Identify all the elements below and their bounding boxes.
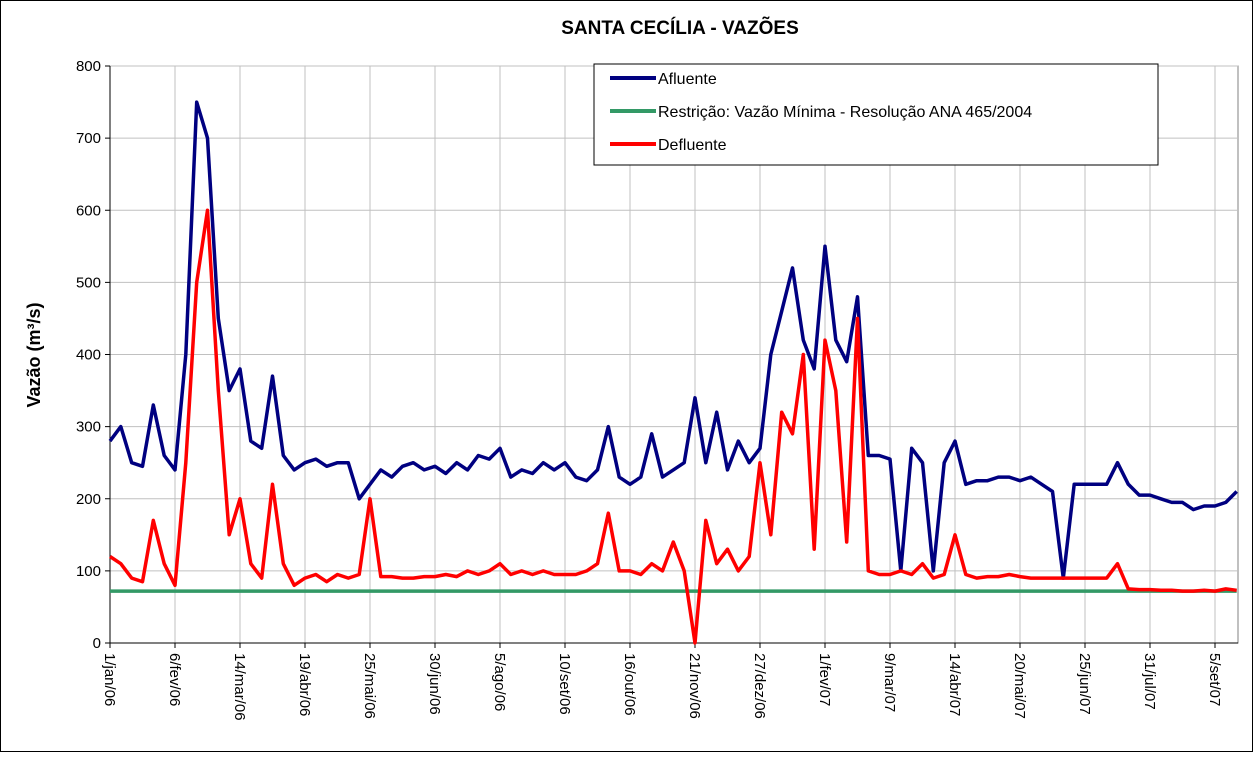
x-tick-label: 16/out/06 [621, 653, 638, 716]
chart-title: SANTA CECÍLIA - VAZÕES [561, 17, 799, 39]
x-tick-label: 1/fev/07 [816, 653, 833, 706]
y-tick-label: 700 [76, 130, 101, 147]
y-tick-label: 200 [76, 491, 101, 508]
x-tick-label: 1/jan/06 [101, 653, 118, 706]
legend-label: Afluente [658, 71, 717, 88]
y-tick-label: 600 [76, 202, 101, 219]
x-tick-label: 25/jun/07 [1076, 653, 1093, 715]
x-tick-label: 6/fev/06 [166, 653, 183, 706]
y-axis-label: Vazão (m³/s) [24, 302, 44, 407]
x-tick-label: 5/set/07 [1206, 653, 1223, 706]
x-tick-label: 5/ago/06 [491, 653, 508, 711]
y-tick-label: 300 [76, 419, 101, 436]
legend-box [593, 63, 1159, 166]
series-line [108, 100, 1238, 580]
series-line [109, 208, 1237, 645]
x-tick-label: 14/mar/06 [231, 653, 248, 721]
legend-label: Restrição: Vazão Mínima - Resolução ANA … [658, 104, 1032, 121]
y-tick-label: 400 [76, 347, 101, 364]
x-tick-label: 31/jul/07 [1141, 653, 1158, 710]
x-tick-label: 20/mai/07 [1011, 653, 1028, 719]
x-tick-label: 9/mar/07 [881, 653, 898, 712]
x-tick-label: 27/dez/06 [751, 653, 768, 719]
x-tick-label: 14/abr/07 [946, 653, 963, 716]
y-tick-label: 800 [76, 58, 101, 75]
x-tick-label: 25/mai/06 [361, 653, 378, 719]
legend-label: Defluente [658, 137, 727, 154]
y-tick-label: 0 [93, 635, 101, 652]
x-tick-label: 19/abr/06 [296, 653, 313, 716]
x-tick-label: 21/nov/06 [686, 653, 703, 719]
y-tick-label: 100 [76, 563, 101, 580]
x-tick-label: 30/jun/06 [426, 653, 443, 715]
y-tick-label: 500 [76, 274, 101, 291]
x-tick-label: 10/set/06 [556, 653, 573, 715]
